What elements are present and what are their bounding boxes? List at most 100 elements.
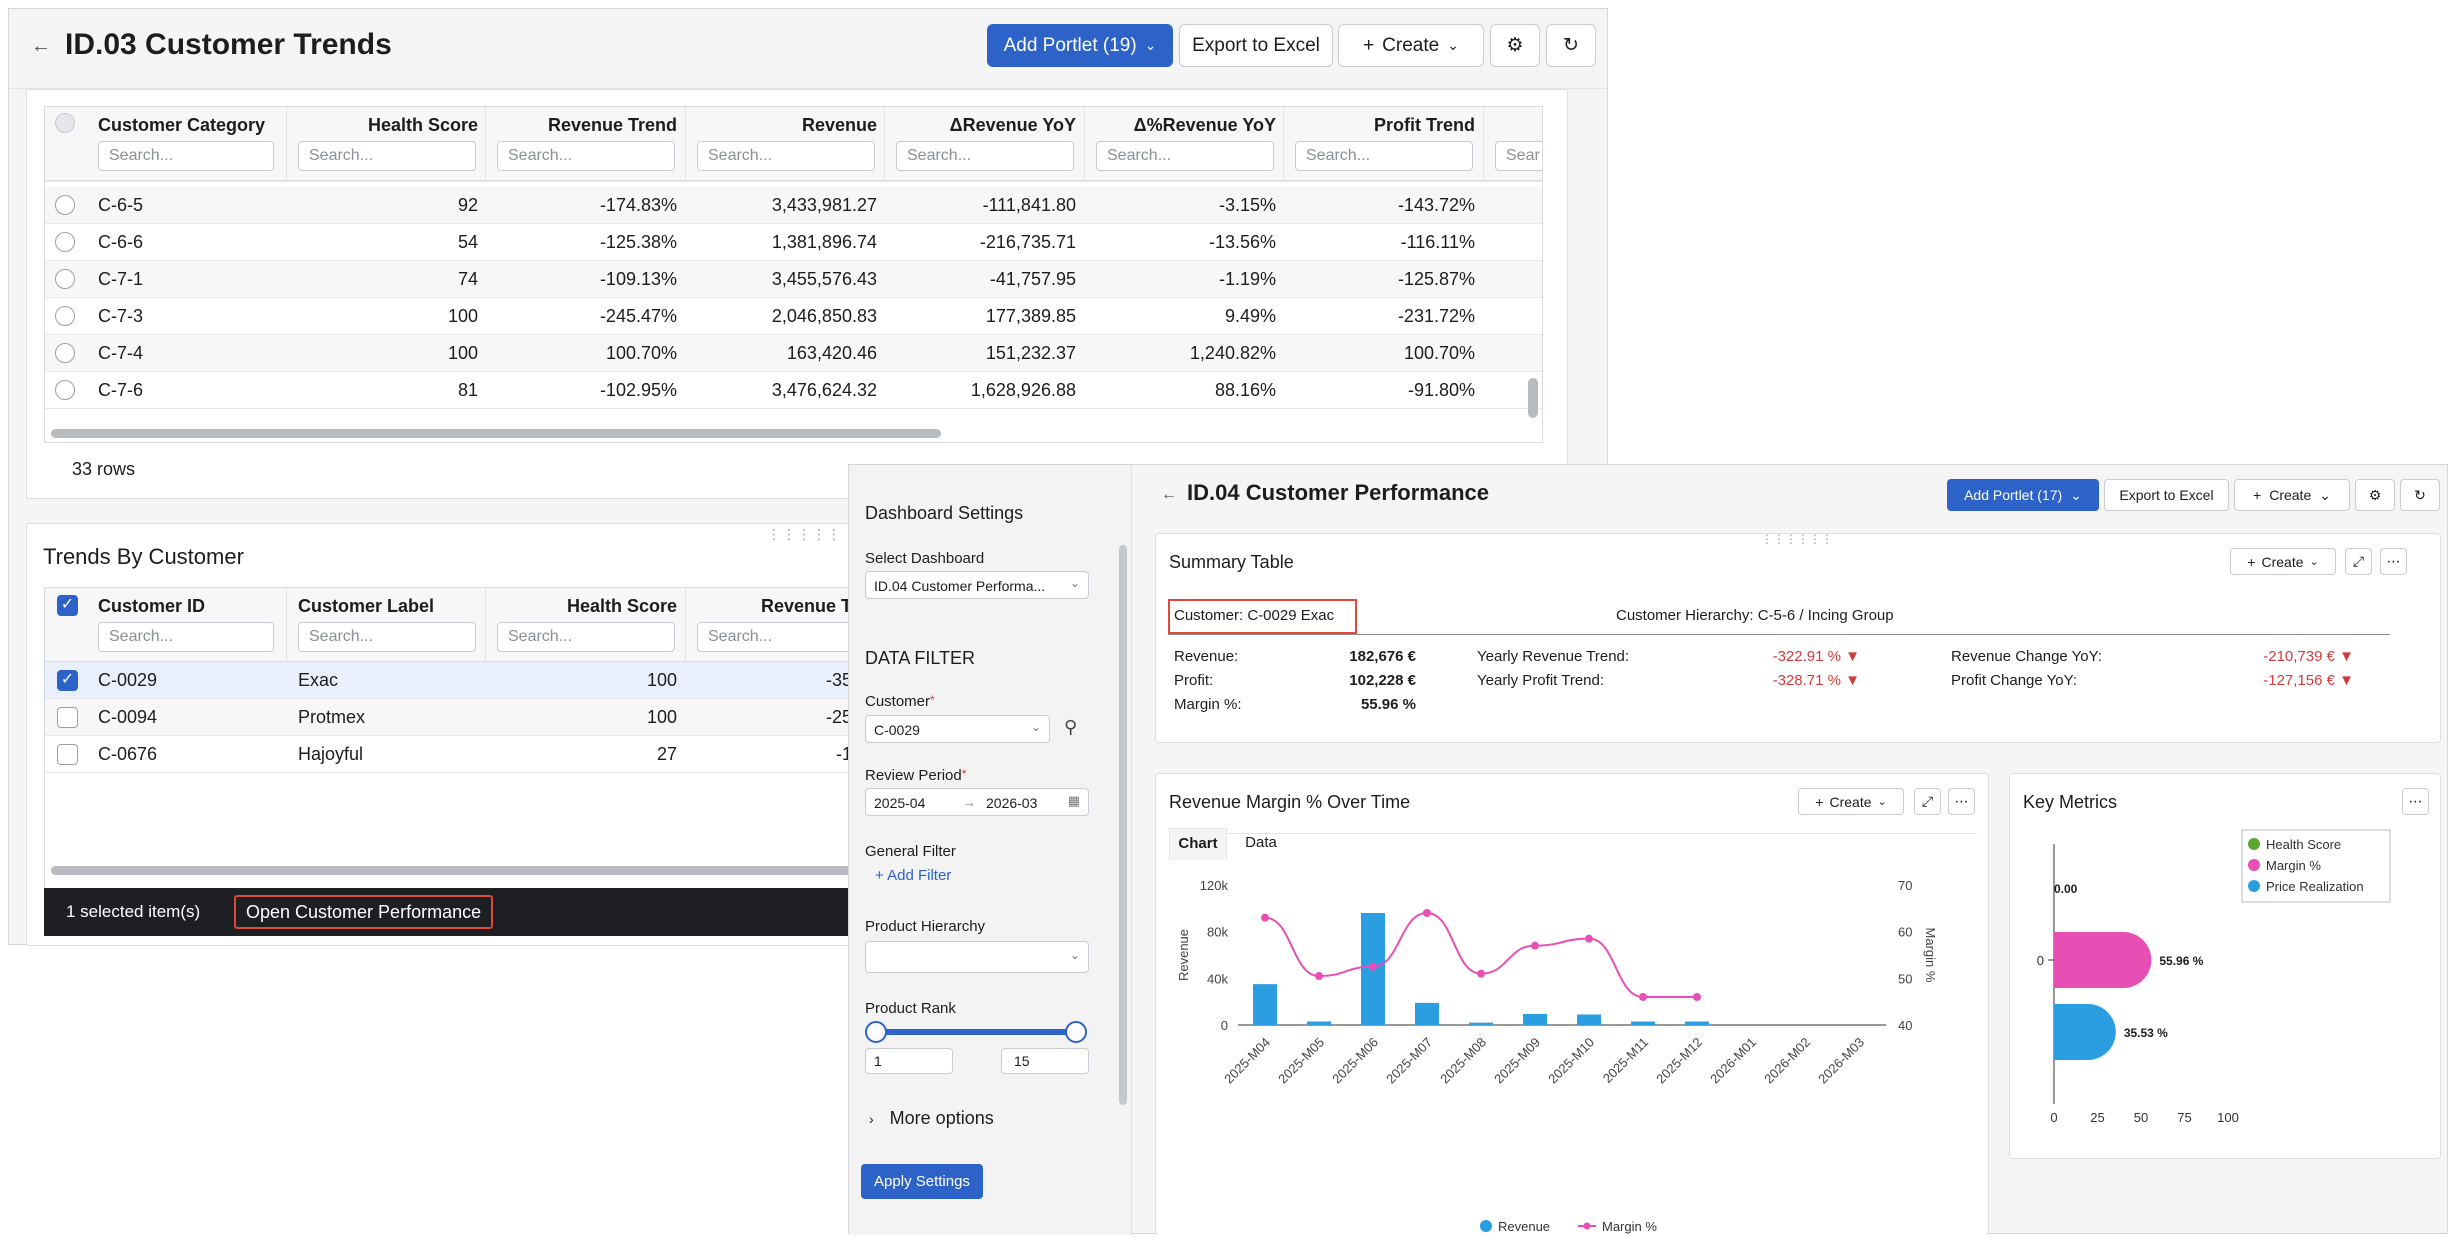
cell-category: C-6-5 <box>98 195 144 215</box>
rank-slider-min-handle[interactable] <box>865 1021 887 1043</box>
refresh-button[interactable]: ↻ <box>1546 24 1596 67</box>
back-arrow-icon[interactable]: ← <box>31 35 51 57</box>
profit-change-yoy-label: Profit Change YoY: <box>1951 672 2077 689</box>
row-select-radio[interactable] <box>55 380 75 400</box>
cell-health-score: 100 <box>646 707 677 727</box>
cell-delta-revenue-yoy: -41,757.95 <box>989 269 1076 289</box>
create-label: Create <box>1382 34 1440 56</box>
sidebar-scrollbar[interactable] <box>1119 545 1127 1105</box>
row-select-radio[interactable] <box>55 195 75 215</box>
review-period-range[interactable]: 2025-04 → 2026-03 ▦ <box>865 788 1089 816</box>
table-row[interactable]: C-7-1 74 -109.13% 3,455,576.43 -41,757.95 -1.… <box>45 261 1542 298</box>
settings-button[interactable]: ⚙ <box>2355 479 2395 511</box>
chevron-down-icon: ⌄ <box>2070 486 2082 503</box>
gear-icon: ⚙ <box>2368 486 2382 503</box>
settings-button[interactable]: ⚙ <box>1490 24 1540 67</box>
table-row[interactable]: C-7-3 100 -245.47% 2,046,850.83 177,389.85 9.… <box>45 298 1542 335</box>
cell-health-score: 54 <box>457 232 478 252</box>
cell-delta-pct-revenue-yoy: -3.15% <box>1218 195 1276 215</box>
cell-revenue-trend: -245.47% <box>599 306 677 326</box>
create-button[interactable]: + Create ⌄ <box>2234 479 2350 511</box>
search-icon[interactable]: ⚲ <box>1064 717 1078 737</box>
drag-handle-icon[interactable]: ⋮⋮⋮⋮⋮⋮ <box>767 526 857 542</box>
create-button[interactable]: + Create ⌄ <box>1338 24 1484 67</box>
create-button[interactable]: + Create ⌄ <box>2230 548 2336 575</box>
add-portlet-button[interactable]: Add Portlet (19) ⌄ <box>987 24 1173 67</box>
rank-slider-track[interactable] <box>875 1029 1075 1035</box>
drag-handle-icon[interactable]: ⋮⋮⋮⋮⋮⋮ <box>1761 532 1833 546</box>
table-row-partial[interactable] <box>45 181 1542 182</box>
search-input[interactable]: Search... <box>497 141 675 171</box>
export-excel-button[interactable]: Export to Excel <box>1179 24 1333 67</box>
margin-point <box>1477 969 1485 978</box>
add-portlet-label: Add Portlet (17) <box>1964 487 2063 503</box>
search-input[interactable]: Search... <box>1295 141 1473 171</box>
refresh-button[interactable]: ↻ <box>2400 479 2440 511</box>
legend-margin-label: Margin % <box>1602 1219 1657 1234</box>
more-options-toggle[interactable]: › More options <box>869 1108 994 1129</box>
tab-chart[interactable]: Chart <box>1169 828 1227 860</box>
search-input[interactable]: Search... <box>98 141 274 171</box>
more-menu-button[interactable]: ⋯ <box>2402 788 2429 815</box>
chevron-down-icon: ⌄ <box>1447 37 1459 53</box>
search-input[interactable]: Search... <box>298 622 476 652</box>
period-to: 2026-03 <box>986 795 1038 811</box>
plus-icon: + <box>1363 34 1375 56</box>
customer-select[interactable]: C-0029 ⌄ <box>865 715 1050 743</box>
add-portlet-button[interactable]: Add Portlet (17) ⌄ <box>1947 479 2099 511</box>
row-select-radio[interactable] <box>55 269 75 289</box>
search-input[interactable]: Sear <box>1495 141 1542 171</box>
row-select-checkbox[interactable]: ✓ <box>57 670 78 691</box>
table-row[interactable]: C-6-6 54 -125.38% 1,381,896.74 -216,735.71 -1… <box>45 224 1542 261</box>
rank-max-input[interactable]: 15 <box>1001 1048 1089 1074</box>
create-button[interactable]: + Create ⌄ <box>1798 788 1904 815</box>
row-select-radio[interactable] <box>55 306 75 326</box>
apply-settings-button[interactable]: Apply Settings <box>861 1164 983 1199</box>
search-input[interactable]: Search... <box>697 141 875 171</box>
search-input[interactable]: Search... <box>1096 141 1274 171</box>
highlight-box <box>1168 599 1357 634</box>
table-row[interactable]: C-7-4 100 100.70% 163,420.46 151,232.37 1,240… <box>45 335 1542 372</box>
vertical-scrollbar[interactable] <box>1528 378 1538 418</box>
cell-customer-id: C-0029 <box>98 670 158 690</box>
cell-revenue-trend: -109.13% <box>599 269 677 289</box>
search-input[interactable]: Search... <box>298 141 476 171</box>
row-select-radio[interactable] <box>55 232 75 252</box>
more-menu-button[interactable]: ⋯ <box>1948 788 1975 815</box>
horizontal-scrollbar[interactable] <box>51 866 941 875</box>
x-tick-label: 50 <box>2134 1110 2148 1125</box>
column-label: Profit Trend <box>1373 115 1475 135</box>
rank-slider-max-handle[interactable] <box>1065 1021 1087 1043</box>
table-row[interactable]: C-6-5 92 -174.83% 3,433,981.27 -111,841.80 -3… <box>45 187 1542 224</box>
expand-button[interactable]: ⤢ <box>2345 548 2372 575</box>
search-input[interactable]: Search... <box>497 622 675 652</box>
row-select-radio[interactable] <box>55 343 75 363</box>
product-hierarchy-select[interactable]: ⌄ <box>865 941 1089 973</box>
horizontal-scrollbar[interactable] <box>51 429 941 438</box>
search-input[interactable]: Search... <box>697 622 875 652</box>
summary-table-card: ⋮⋮⋮⋮⋮⋮ Summary Table + Create ⌄ ⤢ ⋯ Custom… <box>1155 532 2441 743</box>
card-title: Key Metrics <box>2023 792 2118 812</box>
select-dashboard-dropdown[interactable]: ID.04 Customer Performa... ⌄ <box>865 571 1089 599</box>
add-filter-button[interactable]: + Add Filter <box>875 867 951 884</box>
select-all-radio[interactable] <box>55 113 75 133</box>
row-select-checkbox[interactable] <box>57 744 78 765</box>
search-input[interactable]: Search... <box>896 141 1074 171</box>
more-menu-button[interactable]: ⋯ <box>2380 548 2407 575</box>
dashboard-settings-sidebar: Dashboard Settings Select Dashboard ID.0… <box>849 465 1132 1235</box>
open-customer-performance-button[interactable]: Open Customer Performance <box>234 895 494 929</box>
back-arrow-icon[interactable]: ← <box>1161 486 1177 503</box>
select-all-checkbox[interactable]: ✓ <box>57 595 78 616</box>
tab-data[interactable]: Data <box>1245 834 1277 851</box>
expand-button[interactable]: ⤢ <box>1914 788 1941 815</box>
row-select-checkbox[interactable] <box>57 707 78 728</box>
cell-delta-pct-revenue-yoy: 9.49% <box>1224 306 1276 326</box>
rank-min-input[interactable]: 1 <box>865 1048 953 1074</box>
cell-revenue: 2,046,850.83 <box>771 306 877 326</box>
search-input[interactable]: Search... <box>98 622 274 652</box>
export-excel-button[interactable]: Export to Excel <box>2104 479 2229 511</box>
table-row[interactable]: C-7-6 81 -102.95% 3,476,624.32 1,628,926.88 8… <box>45 372 1542 409</box>
cell-revenue-trend: 100.70% <box>605 343 677 363</box>
summary-divider <box>1168 634 2390 635</box>
column-label: Customer Label <box>298 596 435 616</box>
